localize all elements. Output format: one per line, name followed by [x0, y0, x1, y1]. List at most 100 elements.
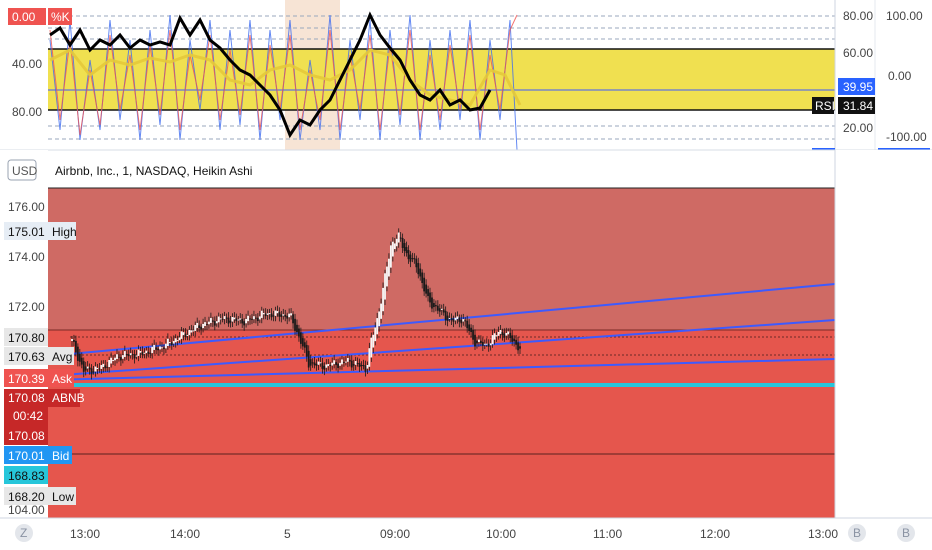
candle-body: [339, 362, 341, 366]
rsi-label-badge: [812, 97, 834, 114]
candle-body: [235, 318, 238, 322]
candle-body: [479, 340, 482, 344]
candle-body: [239, 318, 242, 320]
candle-body: [258, 316, 261, 320]
candle-body: [296, 324, 298, 333]
zoom-icon[interactable]: [15, 524, 33, 542]
candle-body: [448, 317, 451, 319]
candle-body: [317, 361, 320, 365]
candle-body: [440, 308, 443, 310]
price-label-tag: ABNB: [52, 391, 85, 405]
b-icon[interactable]: [848, 524, 866, 542]
k-label-badge: [48, 8, 72, 25]
candle-body: [84, 366, 87, 371]
price-label-high: 175.01 High: [4, 222, 77, 240]
price-label-value: 175.01: [8, 225, 45, 239]
candle-body: [458, 317, 461, 322]
candle-body: [202, 323, 204, 329]
b-icon-glyph: B: [853, 526, 861, 540]
time-axis: 13:00 14:00 5 09:00 10:00 11:00 12:00 13…: [0, 517, 932, 550]
candle-body: [301, 338, 304, 347]
osc-right-tick: 100.00: [886, 9, 923, 23]
candle-body: [507, 331, 510, 335]
candle-body: [229, 320, 232, 323]
time-tick: 13:00: [808, 527, 838, 541]
candle-body: [450, 318, 453, 321]
candle-body: [344, 361, 347, 363]
candle-body: [356, 362, 359, 364]
candle-body: [125, 354, 128, 356]
candle-body: [360, 365, 363, 367]
candle-body: [198, 325, 201, 329]
candle-body: [382, 287, 384, 312]
symbol-title: Airbnb, Inc., 1, NASDAQ, Heikin Ashi: [55, 164, 252, 178]
candle-body: [499, 329, 502, 334]
candle-body: [186, 334, 189, 336]
candle-body: [321, 362, 324, 369]
candle-body: [75, 340, 77, 353]
candle-body: [509, 332, 512, 338]
rsi-value-badge: [838, 97, 875, 114]
candle-body: [391, 241, 394, 257]
candle-body: [100, 365, 103, 369]
candle-body: [94, 366, 97, 372]
candle-body: [243, 321, 246, 326]
candle-body: [174, 338, 177, 343]
price-label-last: 170.08 00:42 170.08 ABNB: [4, 389, 85, 445]
price-tick: 174.00: [8, 250, 45, 264]
candle-body: [474, 334, 476, 347]
trend-line-upper[interactable]: [47, 283, 836, 357]
candle-body: [397, 232, 400, 243]
candle-body: [462, 319, 465, 322]
candle-body: [433, 303, 435, 308]
candle-body: [401, 238, 404, 248]
candle-body: [468, 324, 471, 331]
candle-body: [362, 365, 365, 367]
candle-body: [393, 243, 396, 250]
b-icon[interactable]: [897, 524, 915, 542]
candle-body: [209, 318, 212, 323]
candle-body: [145, 350, 148, 354]
osc-blue-value-badge: [838, 78, 875, 95]
price-label-value: 170.08: [8, 429, 45, 443]
candle-body: [478, 339, 480, 342]
candle-body: [454, 317, 457, 321]
price-label-value: 170.39: [8, 372, 45, 386]
osc-right-tick: 0.00: [888, 69, 912, 83]
candle-body: [211, 320, 214, 322]
price-tick: 104.00: [8, 503, 45, 517]
trend-line-middle[interactable]: [47, 319, 836, 377]
trend-line-lower[interactable]: [47, 358, 836, 381]
time-tick: 5: [284, 527, 291, 541]
candles-group: [71, 228, 521, 380]
candle-body: [82, 361, 85, 372]
candle-body: [294, 318, 296, 331]
candle-body: [73, 340, 75, 342]
candle-body: [472, 329, 474, 340]
candle-body: [71, 339, 73, 341]
candle-body: [354, 361, 357, 365]
currency-button[interactable]: [7, 159, 37, 181]
candle-body: [325, 364, 328, 368]
candle-body: [305, 344, 308, 357]
candle-body: [176, 340, 179, 342]
candle-body: [247, 315, 249, 322]
candle-body: [223, 316, 226, 320]
candle-body: [204, 322, 206, 326]
candle-body: [272, 315, 275, 317]
candle-body: [513, 338, 516, 342]
candle-body: [110, 357, 113, 364]
candle-body: [231, 316, 234, 322]
candle-body: [108, 360, 111, 368]
candle-body: [429, 292, 431, 303]
candle-body: [206, 324, 208, 326]
price-label-value: 168.20: [8, 490, 45, 504]
candle-body: [303, 342, 306, 348]
candle-body: [407, 250, 410, 260]
candle-body: [178, 337, 181, 341]
candle-body: [403, 243, 406, 252]
candle-body: [153, 344, 156, 350]
candle-body: [127, 354, 130, 357]
candle-body: [254, 317, 257, 319]
